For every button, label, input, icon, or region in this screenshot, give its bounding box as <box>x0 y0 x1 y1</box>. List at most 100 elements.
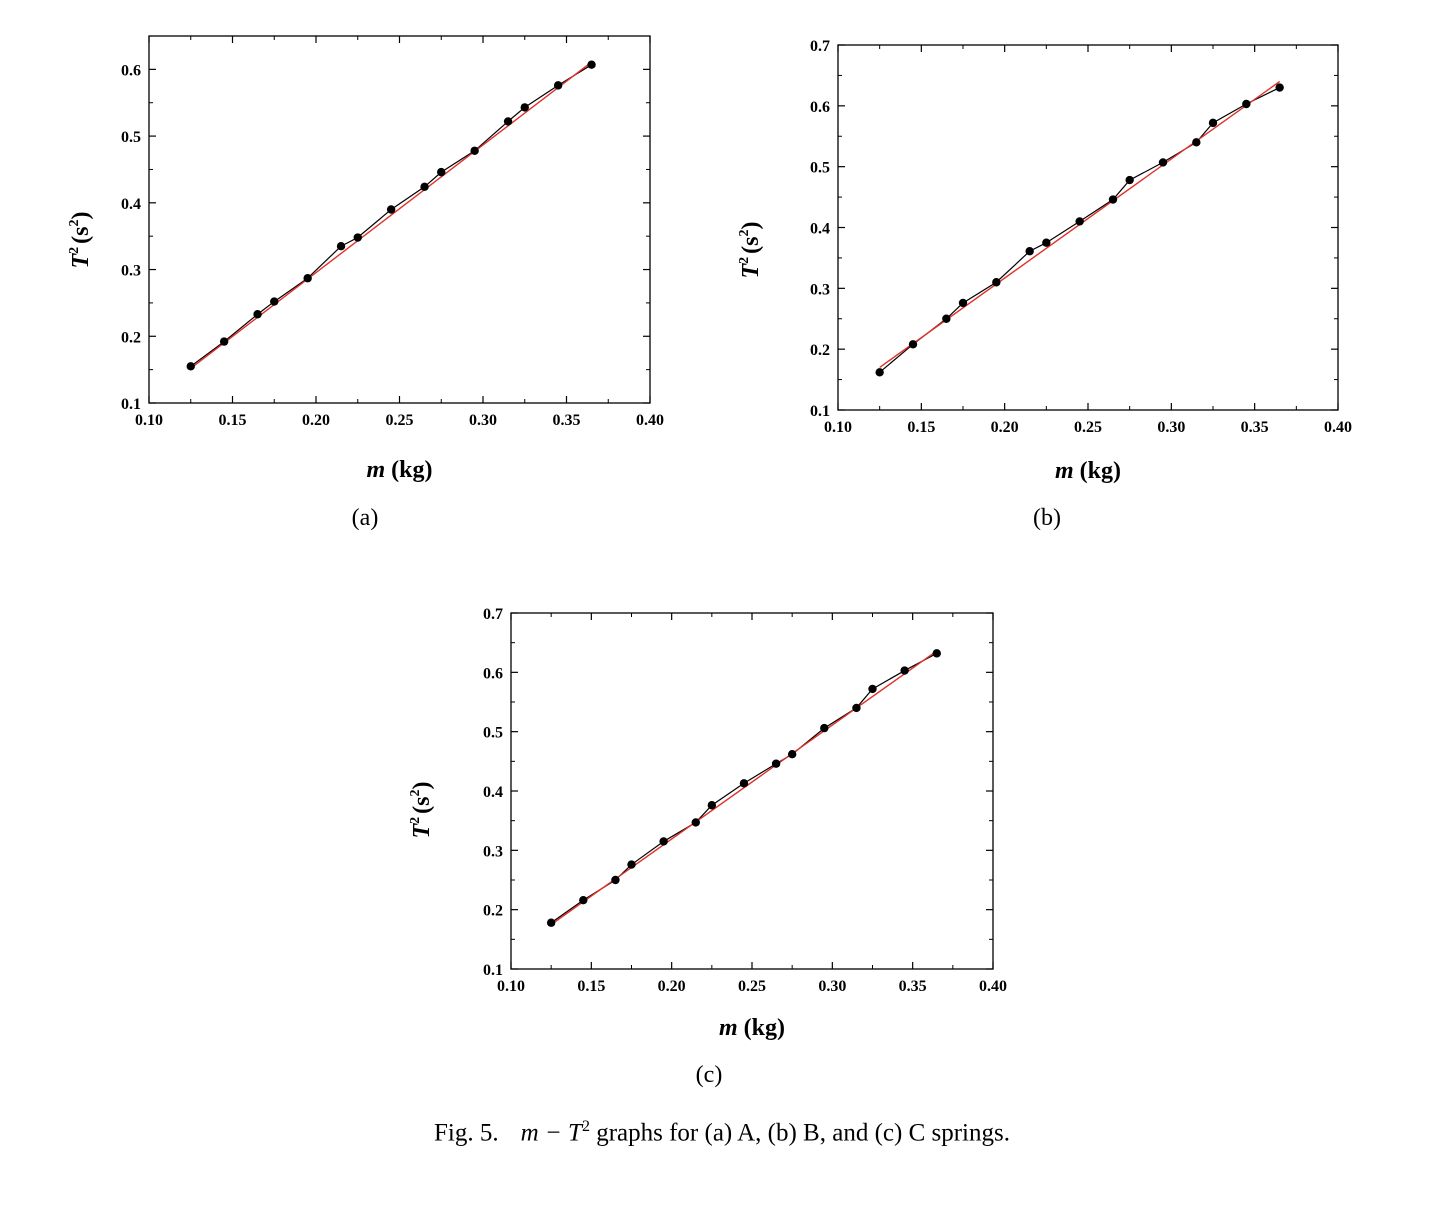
y-axis-title-var-c: T <box>409 823 435 839</box>
y-axis-title-c: T2(s2) <box>408 781 435 838</box>
plot-frame-c <box>510 612 994 970</box>
y-tick-label-a: 0.4 <box>121 196 141 213</box>
y-tick-label-b: 0.7 <box>810 38 830 55</box>
y-tick-label-b: 0.6 <box>810 99 830 116</box>
y-tick-label-a: 0.5 <box>121 129 141 146</box>
data-point-c <box>707 801 717 810</box>
x-tick-label-a: 0.10 <box>135 412 163 429</box>
y-axis-title-var-a: T <box>68 253 94 269</box>
y-axis-title-unit-c: (s <box>409 796 435 813</box>
data-point-b <box>1275 83 1284 92</box>
fit-line-c <box>550 650 938 926</box>
y-axis-title-b: T2(s2) <box>737 221 764 278</box>
x-tick-label-b: 0.35 <box>1241 419 1269 436</box>
y-axis-title-sup-b: 2 <box>737 257 752 264</box>
data-point-b <box>1125 175 1134 185</box>
data-point-a <box>587 60 596 69</box>
data-point-b <box>1042 238 1051 247</box>
data-point-b <box>1025 247 1034 256</box>
y-tick-label-b: 0.3 <box>810 281 830 298</box>
x-tick-label-a: 0.25 <box>386 412 414 429</box>
data-point-a <box>386 205 396 214</box>
data-point-c <box>868 684 877 694</box>
figure-caption-label: Fig. 5. <box>434 1119 499 1147</box>
x-axis-title-a: m (kg) <box>366 457 432 483</box>
data-point-c <box>579 895 588 905</box>
data-point-b <box>1108 195 1118 204</box>
x-tick-label-c: 0.20 <box>658 978 686 995</box>
data-point-b <box>1158 158 1168 167</box>
data-point-b <box>1075 217 1084 226</box>
y-tick-label-c: 0.6 <box>483 665 503 682</box>
x-axis-title-b: m (kg) <box>1055 458 1121 484</box>
data-point-a <box>553 81 563 90</box>
sub-caption-a: (a) <box>351 505 379 531</box>
chart-panel-b: 0.10 0.15 0.20 0.25 0.30 0.35 0.40 0.1 0.2 0.3 0.4… <box>0 0 1444 500</box>
x-tick-label-b: 0.25 <box>1074 419 1102 436</box>
y-tick-label-c: 0.5 <box>483 725 503 742</box>
x-tick-label-a: 0.35 <box>553 412 581 429</box>
figure-caption-math: m − T <box>520 1119 582 1147</box>
y-tick-label-c: 0.7 <box>483 606 503 623</box>
data-point-a <box>186 362 195 371</box>
y-axis-title-sup-a: 2 <box>67 247 82 254</box>
y-tick-label-c: 0.1 <box>483 962 503 979</box>
data-point-b <box>958 298 968 308</box>
x-tick-label-b: 0.40 <box>1324 419 1352 436</box>
y-tick-label-c: 0.3 <box>483 843 503 860</box>
x-axis-title-var-a: m <box>366 457 385 483</box>
chart-b-svg: 0.10 0.15 0.20 0.25 0.30 0.35 0.40 0.1 0.2 0.3 0.4… <box>737 38 1352 484</box>
x-tick-label-a: 0.20 <box>302 412 330 429</box>
y-axis-title-close-c: ) <box>409 781 435 789</box>
data-point-b <box>875 368 884 377</box>
data-point-b <box>1208 118 1218 128</box>
x-tick-label-c: 0.40 <box>979 978 1007 995</box>
data-point-c <box>932 649 941 658</box>
y-tick-label-a: 0.6 <box>121 62 141 79</box>
y-axis-title-unit-sup-c: 2 <box>408 789 423 796</box>
y-axis-title-var-b: T <box>738 263 764 279</box>
data-point-b <box>942 314 951 323</box>
data-point-c <box>691 818 700 827</box>
data-point-c <box>627 860 636 869</box>
x-tick-label-a: 0.15 <box>219 412 247 429</box>
y-axis-title-close-a: ) <box>68 211 94 219</box>
x-tick-label-a: 0.40 <box>636 412 664 429</box>
data-point-c <box>739 779 749 788</box>
y-axis-title-sup-c: 2 <box>408 817 423 824</box>
y-tick-label-a: 0.3 <box>121 263 141 280</box>
y-axis-title-close-b: ) <box>738 221 764 229</box>
figure-caption-sup: 2 <box>581 1118 590 1135</box>
y-tick-label-c: 0.4 <box>483 784 503 801</box>
x-tick-label-b: 0.15 <box>907 419 935 436</box>
sub-caption-c: (c) <box>695 1062 723 1088</box>
chart-a-svg: 0.10 0.15 0.20 0.25 0.30 0.35 0.40 0.1 0.2 0.3 0.4… <box>67 35 664 483</box>
x-tick-label-c: 0.30 <box>818 978 846 995</box>
data-point-a <box>503 117 513 126</box>
x-tick-label-c: 0.35 <box>899 978 927 995</box>
data-point-c <box>771 759 781 768</box>
data-point-c <box>852 703 861 713</box>
x-tick-label-c: 0.15 <box>577 978 605 995</box>
y-tick-label-b: 0.5 <box>810 160 830 177</box>
y-axis-title-a: T2(s2) <box>67 211 94 268</box>
x-axis-title-unit-c: (kg) <box>738 1015 785 1041</box>
data-point-c <box>820 723 829 733</box>
data-point-a <box>420 182 429 192</box>
y-tick-label-b: 0.4 <box>810 221 830 238</box>
chart-panel-c: 0.10 0.15 0.20 0.25 0.30 0.35 0.40 0.1 0.2 0.3 0.4… <box>408 606 1007 1041</box>
figure-caption-text: graphs for (a) A, (b) B, and (c) C sprin… <box>589 1119 1010 1147</box>
y-tick-label-a: 0.2 <box>121 329 141 346</box>
data-point-a <box>303 274 312 283</box>
data-point-c <box>611 875 620 885</box>
y-axis-title-unit-sup-b: 2 <box>737 229 752 236</box>
x-tick-label-c: 0.10 <box>497 978 525 995</box>
data-point-c <box>900 666 909 675</box>
y-tick-label-b: 0.2 <box>810 342 830 359</box>
data-point-b <box>1192 138 1201 147</box>
chart-panel-a: 0.10 0.15 0.20 0.25 0.30 0.35 0.40 0.1 0.2 0.3 0.4… <box>0 0 720 500</box>
x-axis-title-unit-b: (kg) <box>1074 458 1121 484</box>
data-point-a <box>470 146 479 155</box>
x-axis-title-var-b: m <box>1055 458 1074 484</box>
x-tick-label-b: 0.10 <box>824 419 852 436</box>
